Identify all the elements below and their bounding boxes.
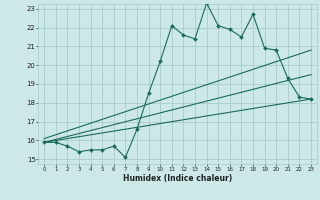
X-axis label: Humidex (Indice chaleur): Humidex (Indice chaleur) — [123, 174, 232, 183]
